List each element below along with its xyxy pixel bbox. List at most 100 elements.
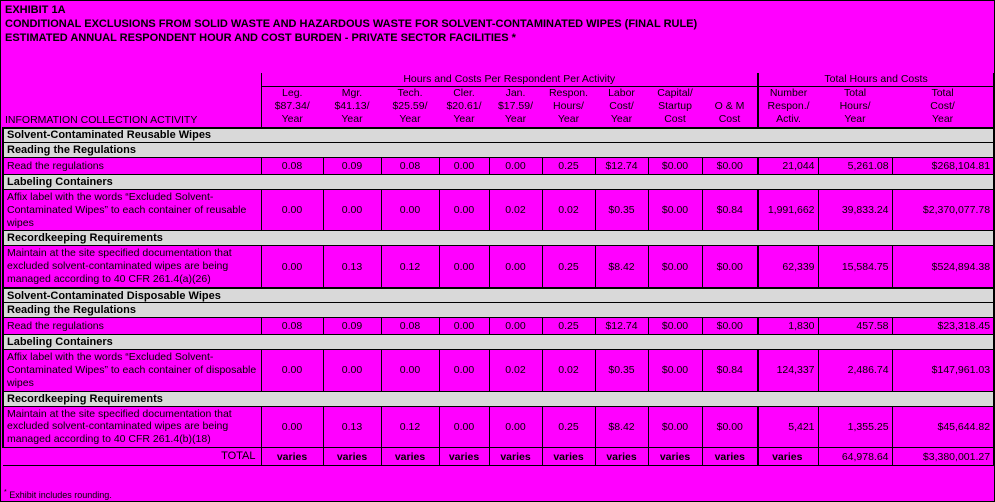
total-row: TOTAL varies varies varies varies varies varie… bbox=[3, 447, 994, 467]
value-cell-mgr: 0.09 bbox=[322, 157, 382, 175]
data-row: Affix label with the words “Excluded Sol… bbox=[2, 349, 994, 392]
total-value-tech: varies bbox=[380, 447, 440, 467]
value-cell-jan: 0.00 bbox=[488, 245, 543, 289]
group-header-hours-costs: Hours and Costs Per Respondent Per Activ… bbox=[260, 73, 759, 87]
title-line-2: CONDITIONAL EXCLUSIONS FROM SOLID WASTE … bbox=[5, 18, 698, 30]
value-cell-total-cost: $147,961.03 bbox=[891, 349, 994, 392]
value-cell-labor-cost: $12.74 bbox=[594, 317, 649, 336]
value-cell-respon-hours: 0.25 bbox=[541, 245, 596, 289]
value-cell-leg: 0.08 bbox=[260, 157, 324, 175]
data-row: Maintain at the site specified documenta… bbox=[2, 405, 994, 449]
value-cell-labor-cost: $0.35 bbox=[594, 188, 649, 232]
value-cell-jan: 0.00 bbox=[488, 157, 543, 175]
total-value-cler: varies bbox=[438, 447, 490, 467]
column-header-om-cost: O & M Cost bbox=[702, 86, 759, 129]
value-cell-labor-cost: $8.42 bbox=[594, 245, 649, 289]
section-row: Labeling Containers bbox=[1, 334, 994, 351]
column-header-cler: Cler. $20.61/Year bbox=[439, 86, 489, 129]
column-header-number-respondents: Number Respon./Activ. bbox=[757, 86, 819, 129]
burden-table: Hours and Costs Per Respondent Per Activ… bbox=[1, 73, 994, 467]
total-value-leg: varies bbox=[260, 447, 324, 467]
total-value-respon-hours: varies bbox=[541, 447, 596, 467]
section-label: Solvent-Contaminated Disposable Wipes bbox=[1, 286, 994, 304]
value-cell-respon-hours: 0.25 bbox=[541, 405, 596, 449]
title-line-3: ESTIMATED ANNUAL RESPONDENT HOUR AND COS… bbox=[5, 32, 516, 44]
total-value-total-hours: 64,978.64 bbox=[817, 447, 893, 467]
value-cell-total-cost: $45,644.82 bbox=[891, 405, 994, 449]
data-row: Read the regulations 0.08 0.09 0.08 0.00 0.00… bbox=[2, 317, 994, 336]
value-cell-total-cost: $23,318.45 bbox=[891, 317, 994, 336]
value-cell-mgr: 0.00 bbox=[322, 349, 382, 392]
value-cell-number-respondents: 5,421 bbox=[757, 405, 819, 449]
value-cell-total-cost: $268,104.81 bbox=[891, 157, 994, 175]
value-cell-om-cost: $0.84 bbox=[701, 188, 759, 232]
section-label: Reading the Regulations bbox=[1, 142, 994, 158]
value-cell-total-hours: 1,355.25 bbox=[817, 405, 893, 449]
value-cell-mgr: 0.09 bbox=[322, 317, 382, 336]
value-cell-total-hours: 15,584.75 bbox=[817, 245, 893, 289]
value-cell-cler: 0.00 bbox=[438, 349, 490, 392]
value-cell-om-cost: $0.00 bbox=[701, 245, 759, 289]
value-cell-number-respondents: 124,337 bbox=[757, 349, 819, 392]
title-line-1: EXHIBIT 1A bbox=[5, 4, 66, 16]
total-value-mgr: varies bbox=[322, 447, 382, 467]
group-header-totals: Total Hours and Costs bbox=[757, 73, 994, 87]
value-cell-tech: 0.08 bbox=[380, 157, 440, 175]
total-value-number-respondents: varies bbox=[757, 447, 819, 467]
value-cell-capital-startup: $0.00 bbox=[647, 317, 703, 336]
total-value-om-cost: varies bbox=[701, 447, 759, 467]
data-row: Affix label with the words “Excluded Sol… bbox=[2, 188, 994, 232]
value-cell-respon-hours: 0.25 bbox=[541, 317, 596, 336]
value-cell-om-cost: $0.00 bbox=[701, 317, 759, 336]
total-value-capital-startup: varies bbox=[647, 447, 703, 467]
value-cell-capital-startup: $0.00 bbox=[647, 349, 703, 392]
activity-label: Read the regulations bbox=[2, 317, 262, 336]
value-cell-number-respondents: 1,830 bbox=[757, 317, 819, 336]
column-header-labor-cost: Labor Cost/Year bbox=[595, 86, 648, 129]
total-value-total-cost: $3,380,001.27 bbox=[891, 447, 994, 467]
value-cell-cler: 0.00 bbox=[438, 157, 490, 175]
value-cell-cler: 0.00 bbox=[438, 317, 490, 336]
value-cell-respon-hours: 0.02 bbox=[541, 188, 596, 232]
value-cell-capital-startup: $0.00 bbox=[647, 245, 703, 289]
total-value-jan: varies bbox=[488, 447, 543, 467]
value-cell-om-cost: $0.00 bbox=[701, 157, 759, 175]
section-label: Recordkeeping Requirements bbox=[1, 230, 994, 247]
value-cell-labor-cost: $0.35 bbox=[594, 349, 649, 392]
value-cell-om-cost: $0.84 bbox=[701, 349, 759, 392]
column-header-activity: INFORMATION COLLECTION ACTIVITY bbox=[3, 86, 261, 129]
section-row: Recordkeeping Requirements bbox=[1, 390, 994, 407]
column-header-total-hours: Total Hours/Year bbox=[818, 86, 893, 129]
value-cell-tech: 0.00 bbox=[380, 349, 440, 392]
value-cell-total-hours: 457.58 bbox=[817, 317, 893, 336]
column-header-jan: Jan. $17.59/Year bbox=[489, 86, 542, 129]
column-header-leg: Leg. $87.34/Year bbox=[260, 86, 323, 129]
value-cell-tech: 0.00 bbox=[380, 188, 440, 232]
value-cell-om-cost: $0.00 bbox=[701, 405, 759, 449]
value-cell-cler: 0.00 bbox=[438, 188, 490, 232]
section-row: Solvent-Contaminated Reusable Wipes bbox=[1, 126, 994, 143]
group-header-row: Hours and Costs Per Respondent Per Activ… bbox=[3, 73, 994, 87]
section-label: Recordkeeping Requirements bbox=[1, 390, 994, 407]
group-header-spacer bbox=[3, 73, 261, 86]
value-cell-total-hours: 2,486.74 bbox=[817, 349, 893, 392]
value-cell-capital-startup: $0.00 bbox=[647, 157, 703, 175]
column-header-tech: Tech. $25.59/Year bbox=[381, 86, 439, 129]
section-label: Labeling Containers bbox=[1, 174, 994, 190]
section-label: Reading the Regulations bbox=[1, 302, 994, 319]
data-row: Read the regulations 0.08 0.09 0.08 0.00 0.00… bbox=[2, 157, 994, 175]
value-cell-number-respondents: 1,991,662 bbox=[757, 188, 819, 232]
value-cell-leg: 0.00 bbox=[260, 405, 324, 449]
activity-label: Maintain at the site specified documenta… bbox=[2, 245, 262, 289]
value-cell-respon-hours: 0.02 bbox=[541, 349, 596, 392]
value-cell-jan: 0.02 bbox=[488, 349, 543, 392]
column-header-total-cost: Total Cost/Year bbox=[892, 86, 994, 129]
section-row: Labeling Containers bbox=[1, 174, 994, 190]
footnote-marker: * bbox=[4, 489, 7, 496]
column-header-respon-hours: Respon. Hours/Year bbox=[542, 86, 595, 129]
value-cell-respon-hours: 0.25 bbox=[541, 157, 596, 175]
value-cell-capital-startup: $0.00 bbox=[647, 188, 703, 232]
exhibit-title: EXHIBIT 1A CONDITIONAL EXCLUSIONS FROM S… bbox=[5, 3, 697, 45]
activity-label: Read the regulations bbox=[2, 157, 262, 175]
value-cell-jan: 0.02 bbox=[488, 188, 543, 232]
